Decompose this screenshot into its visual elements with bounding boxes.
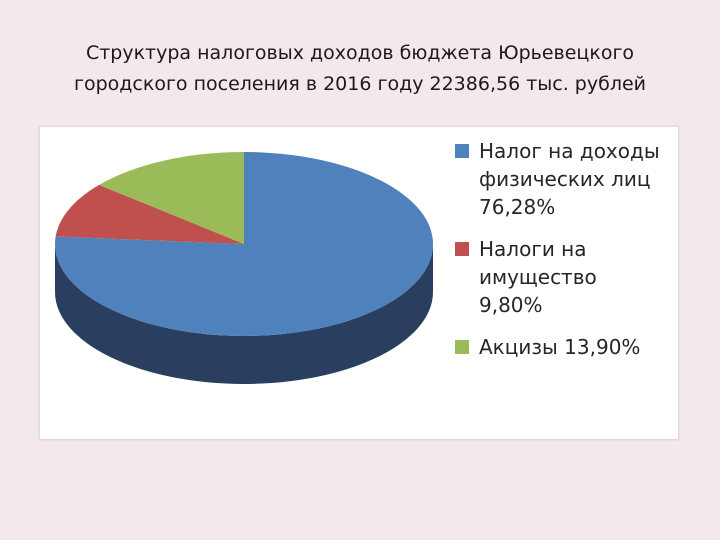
slide-title: Структура налоговых доходов бюджета Юрье… <box>40 38 680 100</box>
chart-panel: Налог на доходы физических лиц 76,28% Налог… <box>39 126 679 440</box>
legend-label-line: 76,28% <box>479 195 556 219</box>
pie-slice-2 <box>55 184 245 244</box>
pie-slice-3 <box>99 152 244 244</box>
pie-side-walls <box>55 244 433 384</box>
legend-label-3: Акцизы 13,90% <box>479 333 675 361</box>
legend-swatch-1 <box>455 144 469 158</box>
legend-label-1: Налог на доходы физических лиц 76,28% <box>479 137 675 221</box>
legend-label-line: Налог на доходы <box>479 139 660 163</box>
slide-title-line-2: городского поселения в 2016 году 22386,5… <box>73 73 647 95</box>
legend-item-2: Налоги на имущество 9,80% <box>455 235 675 319</box>
pie-chart <box>55 152 433 384</box>
legend-item-3: Акцизы 13,90% <box>455 333 675 361</box>
legend-label-line: имущество <box>479 265 597 289</box>
chart-legend: Налог на доходы физических лиц 76,28% Налог… <box>455 137 675 375</box>
legend-label-line: 9,80% <box>479 293 543 317</box>
pie-slice-side-1 <box>55 244 433 384</box>
legend-label-2: Налоги на имущество 9,80% <box>479 235 675 319</box>
legend-label-line: Акцизы 13,90% <box>479 335 641 359</box>
legend-swatch-3 <box>455 340 469 354</box>
legend-label-line: физических лиц <box>479 167 651 191</box>
legend-item-1: Налог на доходы физических лиц 76,28% <box>455 137 675 221</box>
pie-slice-1 <box>55 152 433 336</box>
slide-title-line-1: Структура налоговых доходов бюджета Юрье… <box>85 42 635 64</box>
legend-label-line: Налоги на <box>479 237 587 261</box>
legend-swatch-2 <box>455 242 469 256</box>
